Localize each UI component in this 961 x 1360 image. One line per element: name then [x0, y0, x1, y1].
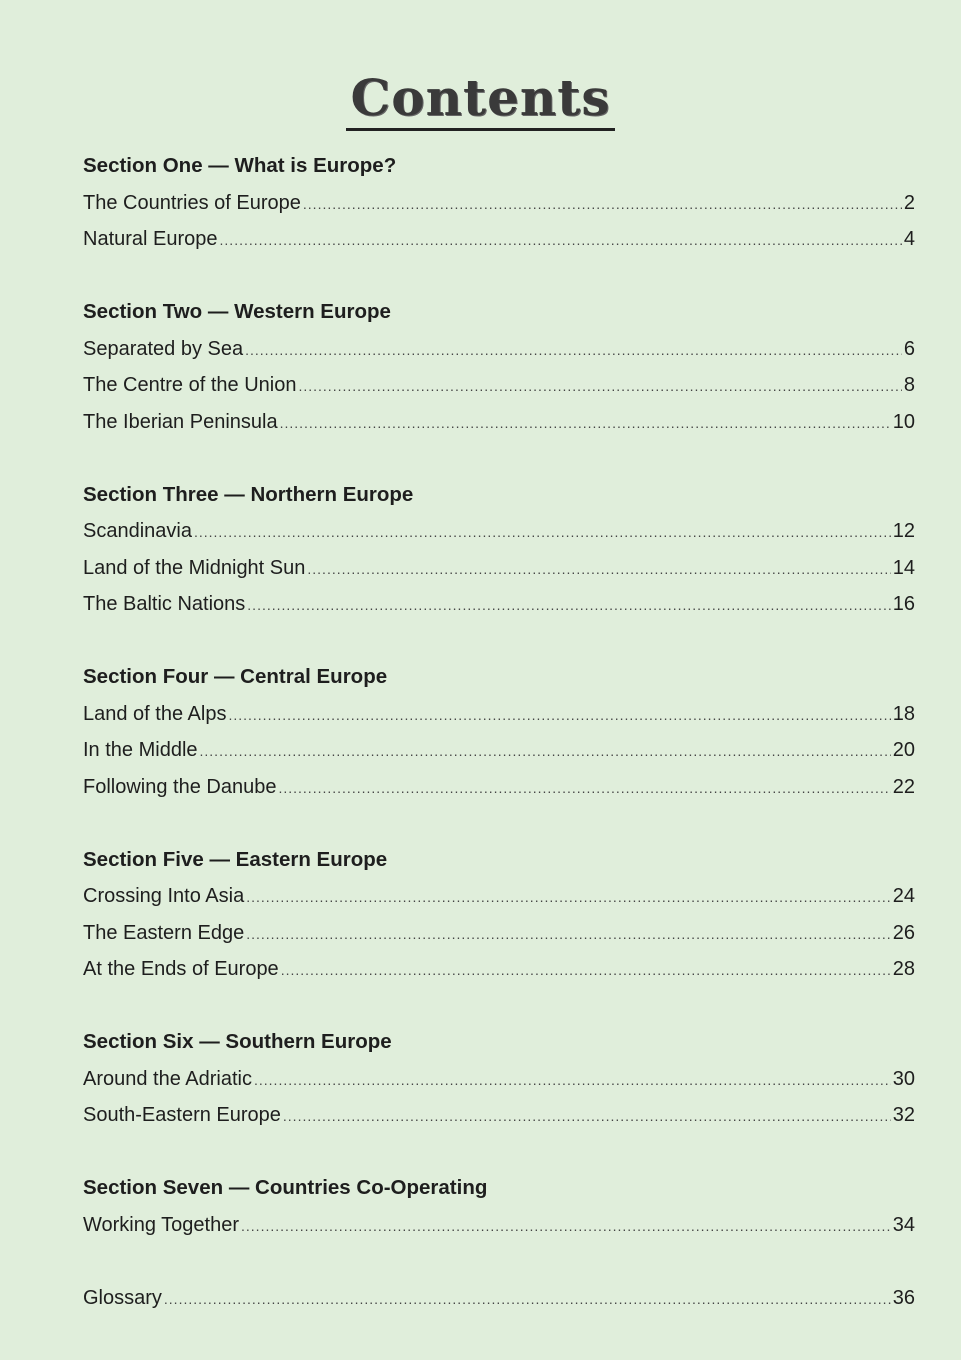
page-number: 16 [892, 593, 915, 615]
toc-entry[interactable]: Working Together 34 [83, 1207, 915, 1244]
section-heading: Section Three — Northern Europe [83, 482, 414, 506]
dot-leader [228, 697, 890, 734]
entry-title: The Baltic Nations [83, 593, 246, 615]
dot-leader [278, 770, 890, 807]
page-number: 34 [892, 1213, 915, 1236]
entry-title: Land of the Alps [83, 702, 227, 725]
toc-entry[interactable]: In the Middle 20 [83, 732, 915, 769]
toc-section: Section Three — Northern Europe Scandinav… [83, 477, 915, 623]
page-number: 8 [903, 374, 915, 396]
table-of-contents: Section One — What is Europe? The Countri… [83, 148, 915, 1316]
toc-entry[interactable]: At the Ends of Europe 28 [83, 951, 915, 988]
page-number: 6 [903, 337, 915, 360]
toc-entry[interactable]: Around the Adriatic 30 [83, 1061, 915, 1098]
toc-section: Section One — What is Europe? The Countri… [83, 148, 915, 258]
dot-leader [241, 1208, 891, 1245]
dot-leader [283, 1098, 891, 1135]
entry-title: Separated by Sea [83, 337, 244, 360]
toc-entry[interactable]: The Baltic Nations 16 [83, 586, 915, 623]
entry-title: Working Together [83, 1213, 240, 1236]
page-title: Contents [346, 72, 615, 131]
entry-title: Around the Adriatic [83, 1067, 252, 1090]
dot-leader [220, 222, 902, 259]
page-number: 30 [892, 1067, 915, 1090]
section-heading: Section Seven — Countries Co-Operating [83, 1176, 488, 1199]
entry-title: The Centre of the Union [83, 374, 297, 396]
title-area: Contents [0, 72, 961, 131]
entry-title: At the Ends of Europe [83, 958, 279, 980]
page-number: 4 [903, 228, 915, 250]
page-number: 22 [892, 775, 915, 798]
toc-entry[interactable]: Crossing Into Asia 24 [83, 878, 915, 915]
toc-entry[interactable]: The Centre of the Union 8 [83, 367, 915, 404]
page-number: 24 [892, 885, 915, 907]
toc-entry[interactable]: Following the Danube 22 [83, 769, 915, 806]
page-number: 10 [892, 410, 915, 433]
dot-leader [164, 1281, 891, 1318]
toc-entry[interactable]: Glossary 36 [83, 1280, 915, 1317]
section-heading: Section Two — Western Europe [83, 300, 391, 323]
toc-entry[interactable]: The Countries of Europe 2 [83, 185, 915, 222]
dot-leader [245, 332, 902, 369]
page-number: 28 [892, 958, 915, 980]
entry-title: In the Middle [83, 739, 198, 761]
toc-section: Section Six — Southern Europe Around the … [83, 1024, 915, 1134]
entry-title: The Countries of Europe [83, 191, 301, 214]
toc-entry[interactable]: Land of the Midnight Sun 14 [83, 550, 915, 587]
toc-entry[interactable]: Scandinavia 12 [83, 513, 915, 550]
section-heading: Section Four — Central Europe [83, 665, 388, 688]
toc-section: Section Five — Eastern Europe Crossing In… [83, 842, 915, 988]
entry-title: The Iberian Peninsula [83, 410, 278, 433]
dot-leader [246, 916, 891, 953]
dot-leader [280, 405, 891, 442]
toc-entry[interactable]: The Iberian Peninsula 10 [83, 404, 915, 441]
toc-entry[interactable]: Land of the Alps 18 [83, 696, 915, 733]
entry-title: Glossary [83, 1286, 162, 1309]
toc-entry[interactable]: South-Eastern Europe 32 [83, 1097, 915, 1134]
dot-leader [281, 952, 891, 989]
dot-leader [303, 186, 902, 223]
page-number: 26 [892, 921, 915, 944]
page-number: 20 [892, 739, 915, 761]
entry-title: Natural Europe [83, 228, 218, 250]
dot-leader [307, 551, 890, 588]
dot-leader [246, 879, 891, 916]
entry-title: South-Eastern Europe [83, 1104, 281, 1126]
toc-entry[interactable]: Natural Europe 4 [83, 221, 915, 258]
page-number: 18 [892, 702, 915, 725]
dot-leader [200, 733, 891, 770]
entry-title: Scandinavia [83, 520, 192, 542]
toc-section: Section Seven — Countries Co-Operating Wo… [83, 1170, 915, 1243]
dot-leader [298, 368, 901, 405]
dot-leader [247, 587, 890, 624]
dot-leader [254, 1062, 891, 1099]
page-number: 36 [892, 1286, 915, 1309]
toc-section: Section Two — Western Europe Separated by… [83, 294, 915, 440]
dot-leader [194, 514, 891, 551]
page-number: 2 [903, 191, 915, 214]
toc-entry[interactable]: Separated by Sea 6 [83, 331, 915, 368]
page-number: 12 [892, 520, 915, 542]
section-heading: Section One — What is Europe? [83, 154, 397, 177]
entry-title: Crossing Into Asia [83, 885, 245, 907]
entry-title: The Eastern Edge [83, 921, 245, 944]
toc-entry[interactable]: The Eastern Edge 26 [83, 915, 915, 952]
entry-title: Following the Danube [83, 775, 277, 798]
page-number: 14 [892, 556, 915, 579]
page-number: 32 [892, 1104, 915, 1126]
entry-title: Land of the Midnight Sun [83, 556, 306, 579]
section-heading: Section Five — Eastern Europe [83, 847, 388, 871]
toc-section: Section Four — Central Europe Land of the… [83, 659, 915, 805]
section-heading: Section Six — Southern Europe [83, 1030, 392, 1053]
